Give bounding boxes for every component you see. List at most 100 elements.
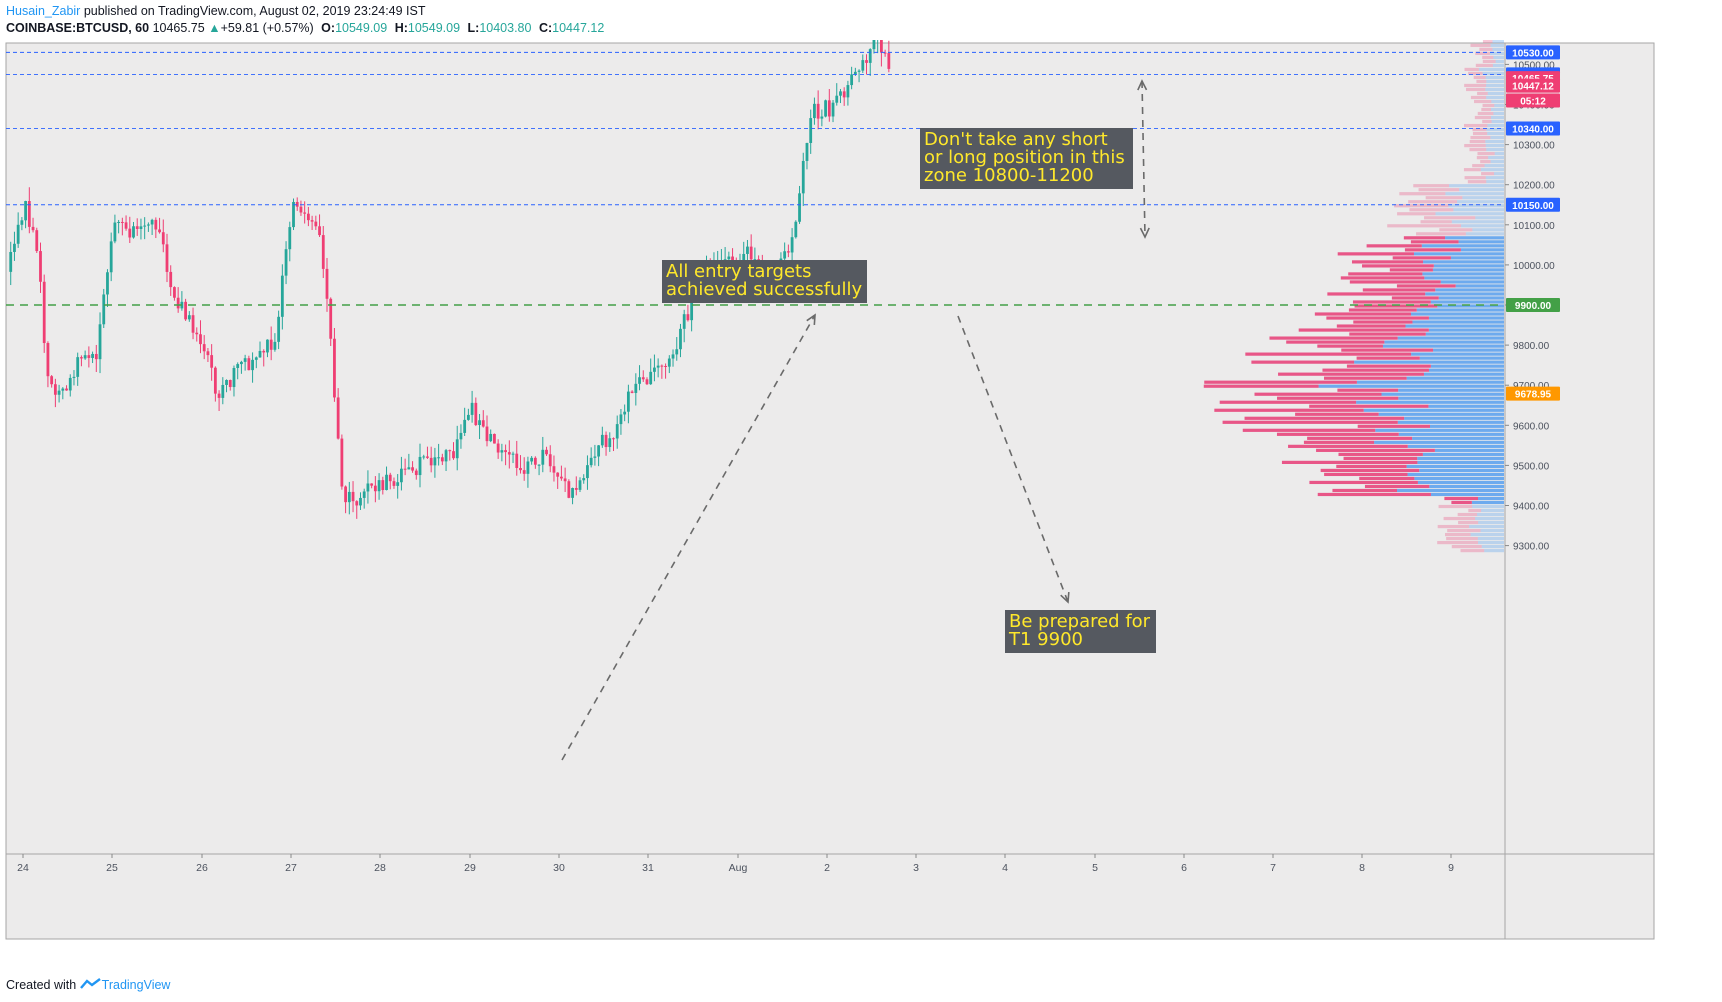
volume-up-bar <box>1481 508 1504 513</box>
candle-body <box>57 390 61 395</box>
candle-body <box>13 243 16 252</box>
volume-down-bar <box>1482 59 1496 63</box>
volume-up-bar <box>1354 360 1504 364</box>
high-label: H: <box>394 21 408 35</box>
candle-body <box>504 450 507 453</box>
volume-down-bar <box>1269 336 1398 340</box>
candle-body <box>65 388 68 391</box>
candle-body <box>656 365 660 368</box>
candle-body <box>872 40 876 50</box>
volume-up-bar <box>1435 288 1504 292</box>
up-arrow-icon: ▲ <box>208 21 221 35</box>
volume-down-bar <box>1316 448 1435 452</box>
volume-up-bar <box>1484 549 1504 553</box>
author-link[interactable]: Husain_Zabir <box>6 4 81 18</box>
volume-up-bar <box>1450 256 1504 260</box>
y-tick-label: 9300.00 <box>1513 542 1550 553</box>
volume-profile <box>1203 40 1504 553</box>
volume-up-bar <box>1482 71 1504 76</box>
volume-down-bar <box>1244 416 1405 420</box>
volume-down-bar <box>1475 63 1493 68</box>
volume-down-bar <box>1354 304 1438 308</box>
volume-up-bar <box>1428 316 1504 320</box>
candle-body <box>753 259 757 261</box>
tradingview-brand[interactable]: TradingView <box>101 978 171 992</box>
volume-down-bar <box>1214 408 1364 412</box>
volume-down-bar <box>1222 420 1398 424</box>
candle-body <box>831 102 835 117</box>
candle-body <box>545 449 548 455</box>
candle-body <box>400 468 403 483</box>
volume-up-bar <box>1477 536 1504 541</box>
candle-body <box>146 224 150 226</box>
volume-down-bar <box>1242 428 1376 432</box>
candle-body <box>440 457 444 462</box>
volume-down-bar <box>1467 180 1487 184</box>
volume-up-bar <box>1421 244 1504 248</box>
volume-up-bar <box>1489 51 1504 55</box>
candle-body <box>225 379 228 385</box>
candle-body <box>195 332 199 335</box>
candle-body <box>586 465 589 479</box>
volume-down-bar <box>1468 71 1483 76</box>
candle-body <box>422 456 426 458</box>
volume-up-bar <box>1397 488 1504 493</box>
candle-body <box>448 450 452 452</box>
y-tick-label: 10200.00 <box>1513 181 1555 192</box>
candle-body <box>556 472 560 477</box>
volume-down-bar <box>1470 135 1491 140</box>
volume-up-bar <box>1485 144 1504 148</box>
tradingview-logo-icon <box>79 978 101 989</box>
annotation-text-line: achieved successfully <box>666 279 862 300</box>
volume-down-bar <box>1351 260 1424 264</box>
candle-body <box>292 201 295 228</box>
candle-body <box>560 476 563 479</box>
candle-body <box>868 49 872 63</box>
candle-body <box>641 377 645 380</box>
candle-body <box>887 53 891 69</box>
volume-up-bar <box>1486 148 1504 152</box>
candle-body <box>798 193 801 222</box>
volume-up-bar <box>1404 416 1504 420</box>
candle-body <box>236 364 240 368</box>
candle-body <box>370 483 374 486</box>
candle-body <box>493 433 496 444</box>
candle-body <box>835 95 839 103</box>
volume-down-bar <box>1404 248 1461 252</box>
candle-body <box>295 201 299 207</box>
volume-up-bar <box>1440 280 1504 284</box>
candle-body <box>27 201 31 227</box>
candle-body <box>333 338 336 398</box>
x-tick-label: 6 <box>1181 862 1187 874</box>
volume-down-bar <box>1413 184 1450 188</box>
publish-info: Husain_Zabir published on TradingView.co… <box>6 4 426 18</box>
candle-body <box>861 60 865 71</box>
volume-up-bar <box>1434 448 1504 452</box>
volume-up-bar <box>1411 352 1504 356</box>
volume-down-bar <box>1464 83 1487 88</box>
volume-up-bar <box>1382 344 1504 348</box>
candle-body <box>87 355 91 358</box>
volume-down-bar <box>1408 200 1458 204</box>
price-tag-label: 05:12 <box>1520 96 1546 107</box>
candle-body <box>83 355 87 359</box>
candle-body <box>388 474 392 482</box>
footer: Created with TradingView <box>6 978 170 992</box>
volume-up-bar <box>1478 496 1504 501</box>
candle-body <box>407 467 411 470</box>
symbol-name: COINBASE:BTCUSD, 60 <box>6 21 150 35</box>
candle-body <box>827 100 831 117</box>
candle-body <box>571 488 574 498</box>
volume-down-bar <box>1366 244 1422 248</box>
volume-down-bar <box>1437 540 1479 545</box>
volume-down-bar <box>1362 264 1434 268</box>
volume-down-bar <box>1470 43 1491 47</box>
volume-up-bar <box>1422 452 1504 456</box>
volume-up-bar <box>1451 220 1504 224</box>
y-tick-label: 9500.00 <box>1513 461 1550 472</box>
volume-up-bar <box>1417 480 1504 485</box>
candle-body <box>809 118 813 143</box>
volume-down-bar <box>1278 372 1424 376</box>
candle-body <box>61 388 65 391</box>
